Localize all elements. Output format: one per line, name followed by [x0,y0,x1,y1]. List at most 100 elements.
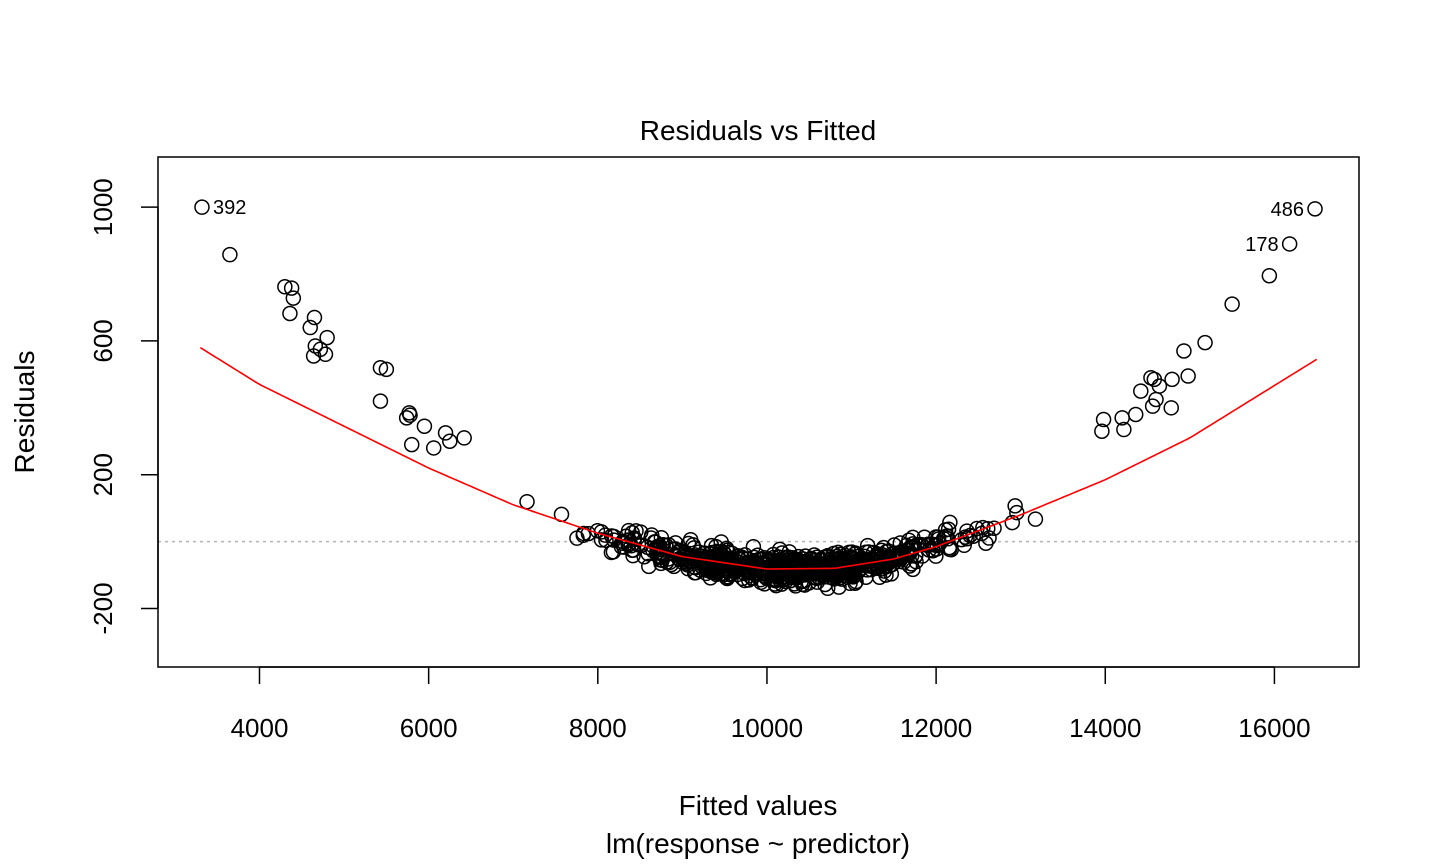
data-point [1224,296,1240,312]
data-point [456,430,472,446]
data-point [1027,511,1044,527]
data-point [651,539,668,556]
data-point [317,346,334,363]
data-point [817,576,833,593]
data-point [593,532,610,548]
data-point [1307,201,1323,217]
data-point [1197,334,1213,351]
data-point [749,547,766,564]
data-point [1261,267,1278,284]
data-point [1144,398,1161,414]
data-point [937,529,953,545]
data-point [769,557,785,574]
data-point [194,199,210,215]
x-tick-label: 6000 [400,713,458,743]
data-point [282,305,298,322]
data-point [940,521,957,538]
data-point [899,542,915,559]
data-point [980,520,996,537]
data-point [613,535,630,551]
data-point [710,554,727,570]
data-point [957,529,974,545]
x-tick-label: 14000 [1069,713,1141,743]
data-point [1281,236,1298,252]
points-layer [194,199,1323,597]
data-point [832,555,849,571]
data-point [1007,498,1023,514]
data-point [319,329,335,346]
data-point [741,567,758,584]
data-point [1180,368,1196,384]
data-point [277,279,293,295]
data-point [402,407,418,423]
data-point [442,433,458,450]
data-point [1009,504,1025,521]
data-point [803,564,820,581]
data-point [425,440,442,456]
data-point [965,528,981,544]
data-point [285,290,302,306]
data-point [378,361,395,378]
x-tick-label: 12000 [900,713,972,743]
chart-title: Residuals vs Fitted [640,115,877,146]
data-point [569,530,585,546]
data-point [881,554,898,571]
x-tick-label: 10000 [731,713,803,743]
data-point [372,359,389,376]
data-point [786,557,802,574]
plot-area: 392 486 178 [158,197,1359,597]
data-point [416,418,433,434]
data-point [673,554,690,570]
data-point [901,532,917,548]
data-point [597,527,614,543]
x-axis: 4000 6000 8000 10000 12000 14000 16000 [231,666,1311,743]
data-point [1094,423,1110,439]
data-point [956,537,972,554]
outlier-label: 178 [1245,234,1278,256]
data-point [880,548,897,565]
data-point [1163,400,1179,416]
y-tick-label: -200 [88,582,118,634]
smoother-line [199,346,1318,570]
data-point [1095,411,1112,428]
data-point [1116,421,1132,438]
data-point [398,410,415,426]
outlier-label: 486 [1271,199,1304,221]
y-axis: -200 200 600 1000 [88,178,159,634]
outlier-label: 392 [213,197,246,219]
data-point [693,555,709,572]
data-point [643,527,660,543]
data-point [662,554,678,571]
x-axis-label: Fitted values [679,790,838,821]
data-point [772,541,788,558]
data-point [745,539,762,555]
y-tick-label: 1000 [88,178,118,236]
data-point [283,280,300,296]
data-point [854,552,871,569]
data-point [708,566,725,583]
data-point [1133,383,1149,399]
data-point [372,393,389,409]
point-labels: 392 486 178 [213,197,1304,256]
data-point [1164,371,1180,388]
chart-subtitle: lm(response ~ predictor) [606,828,910,859]
data-point [305,348,322,364]
data-point [978,535,994,551]
data-point [783,549,800,566]
data-point [1176,343,1192,359]
data-point [903,556,920,572]
data-point [842,564,859,580]
x-tick-label: 16000 [1238,713,1310,743]
x-tick-label: 4000 [231,713,289,743]
data-point [222,246,238,263]
data-point [625,547,641,564]
data-point [1127,406,1144,423]
data-point [894,548,910,565]
y-tick-label: 600 [88,319,118,362]
data-point [795,573,812,589]
data-point [942,514,958,531]
data-point [628,523,644,539]
y-axis-label: Residuals [9,351,40,474]
data-point [403,436,420,453]
data-point [875,539,892,556]
